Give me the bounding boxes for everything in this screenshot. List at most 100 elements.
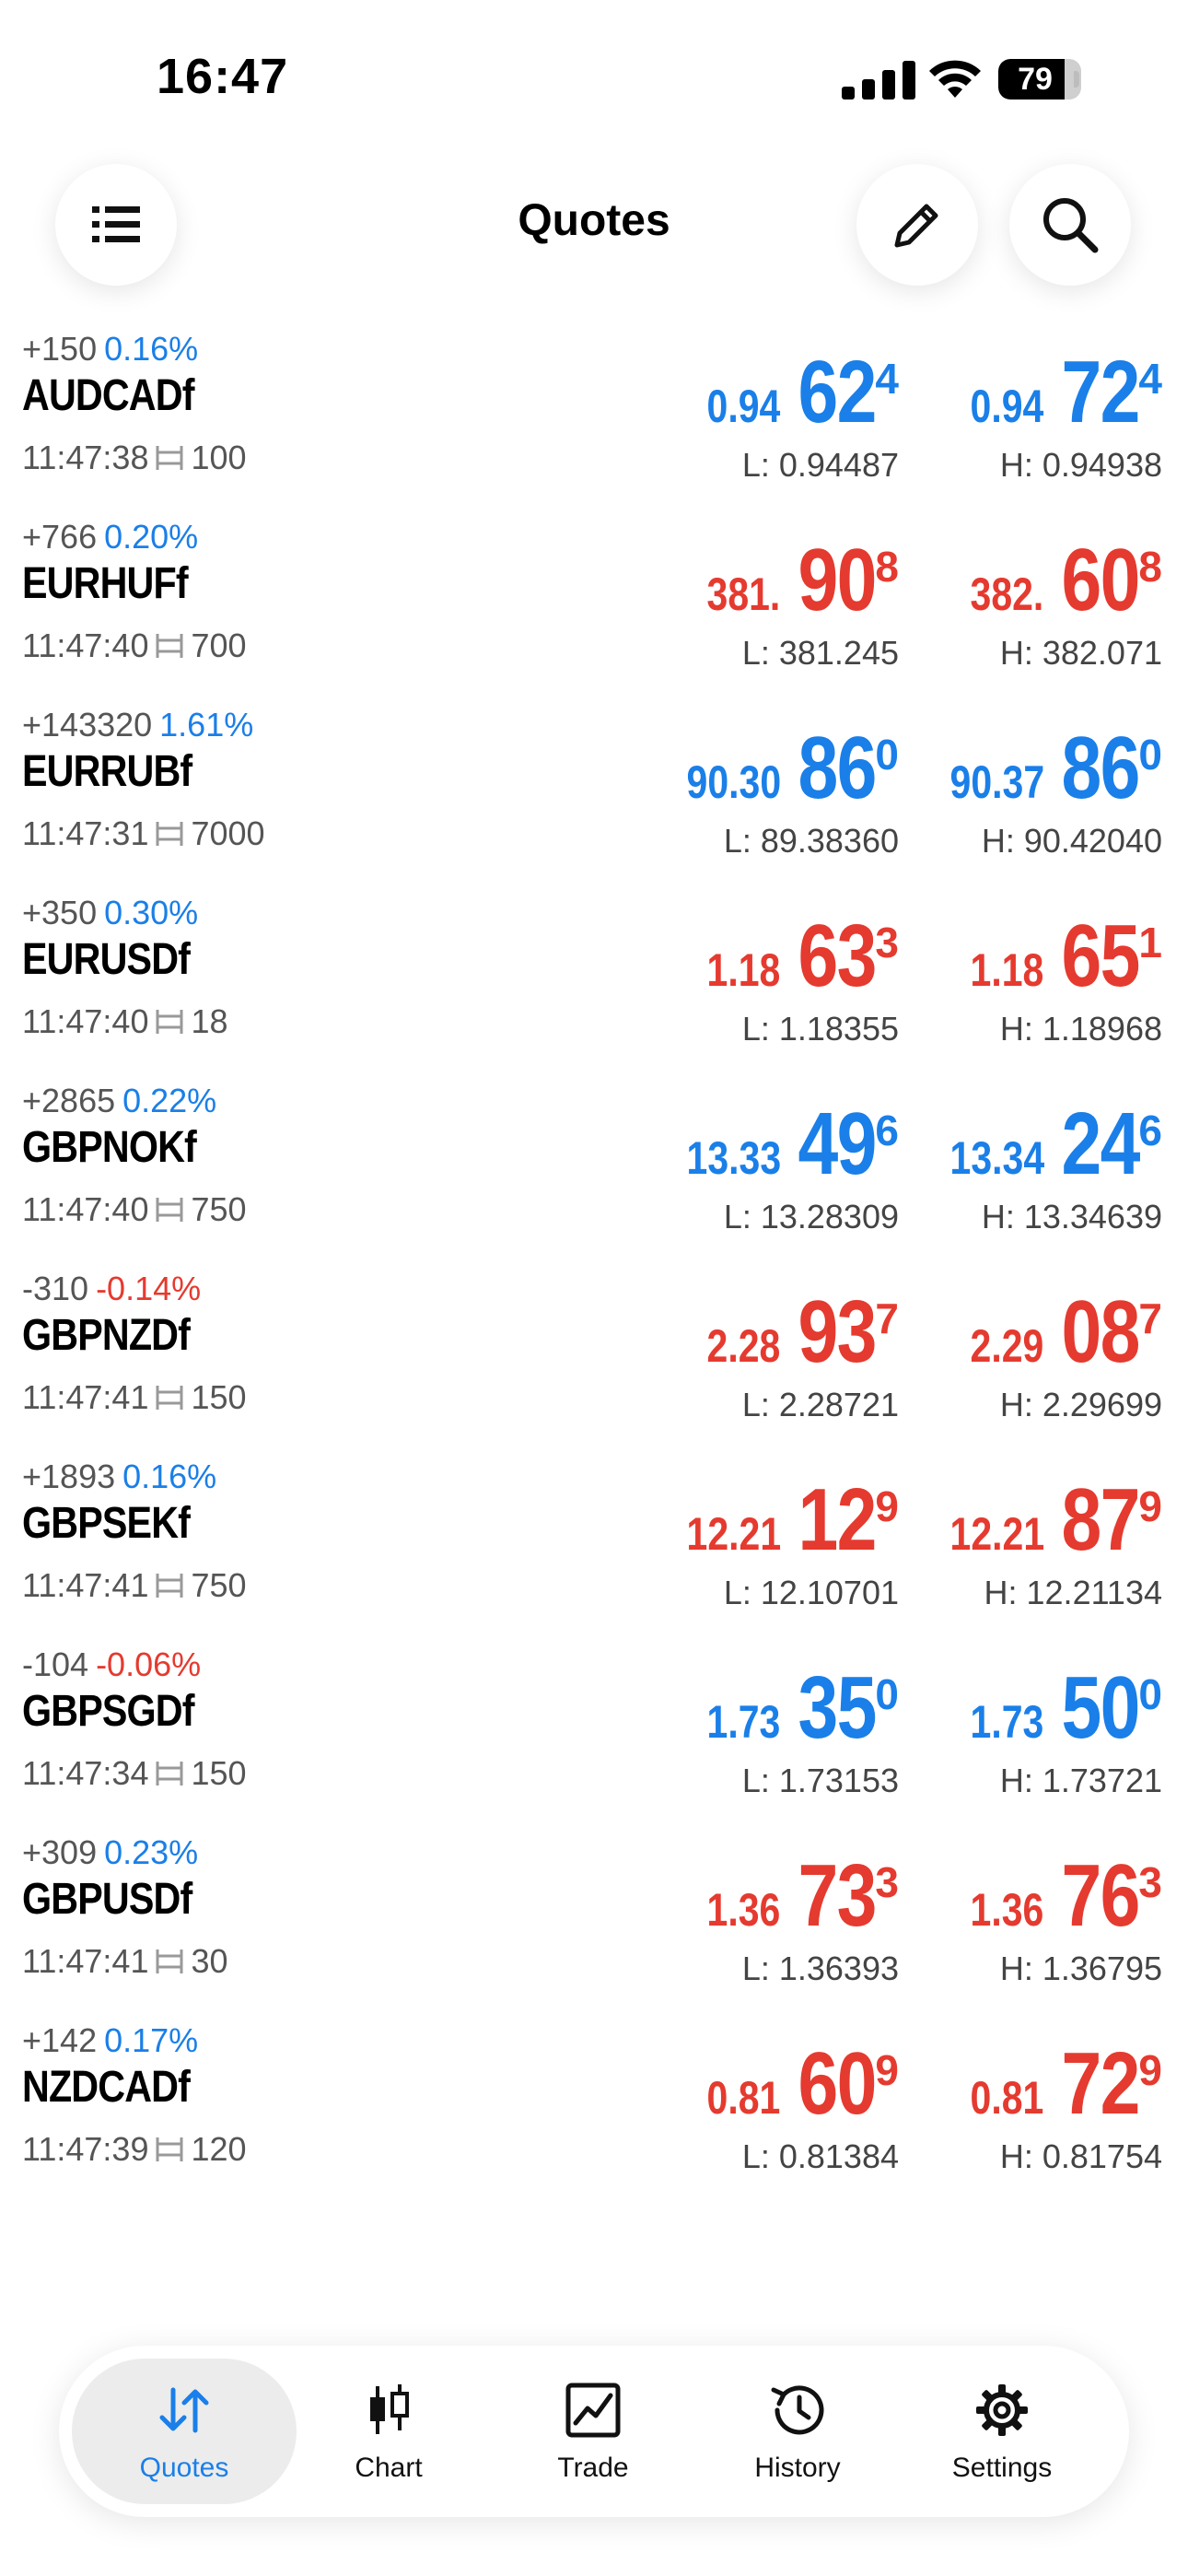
ask-prefix: 12.21 xyxy=(949,1508,1044,1560)
low-value: L: 13.28309 xyxy=(723,1198,899,1235)
quote-row[interactable]: +1893 0.16% GBPSEKf 11:47:41 750 12.21 12 9… xyxy=(0,1452,1188,1640)
ask-price[interactable]: 1.73 50 0 xyxy=(954,1664,1162,1752)
low-value: L: 0.94487 xyxy=(741,446,899,484)
low-value: L: 1.18355 xyxy=(741,1010,899,1048)
change-line: +1893 0.16% xyxy=(22,1458,216,1496)
symbol-name: AUDCADf xyxy=(22,371,194,420)
battery-nub xyxy=(1074,71,1079,88)
low-value: L: 1.36393 xyxy=(741,1950,899,1987)
ask-price[interactable]: 90.37 86 0 xyxy=(929,719,1162,817)
ask-price[interactable]: 0.94 72 4 xyxy=(954,348,1162,437)
bid-pips: 35 xyxy=(798,1658,877,1757)
quote-row[interactable]: +309 0.23% GBPUSDf 11:47:41 30 1.36 73 3 1.… xyxy=(0,1828,1188,2016)
bid-pips: 60 xyxy=(798,2034,877,2133)
high-value: H: 1.36795 xyxy=(999,1950,1162,1987)
quote-row[interactable]: -310 -0.14% GBPNZDf 11:47:41 150 2.28 93 7 … xyxy=(0,1264,1188,1452)
ask-prefix: 382. xyxy=(970,568,1044,620)
bid-pips: 93 xyxy=(798,1282,877,1381)
ask-price[interactable]: 2.29 08 7 xyxy=(954,1288,1162,1376)
quote-time: 11:47:41 xyxy=(22,1942,149,1980)
spread-icon xyxy=(156,446,183,470)
tab-label: History xyxy=(754,2453,841,2483)
ask-price[interactable]: 0.81 72 9 xyxy=(954,2040,1162,2128)
ask-price[interactable]: 1.18 65 1 xyxy=(954,912,1162,1001)
ask-price[interactable]: 12.21 87 9 xyxy=(929,1476,1162,1564)
quote-row[interactable]: -104 -0.06% GBPSGDf 11:47:34 150 1.73 35 0 … xyxy=(0,1640,1188,1828)
candlestick-chart-icon xyxy=(370,2384,409,2434)
tab-settings[interactable]: Settings xyxy=(890,2359,1114,2504)
trade-chart-icon xyxy=(565,2383,621,2438)
quote-row[interactable]: +150 0.16% AUDCADf 11:47:38 100 0.94 62 4 0… xyxy=(0,324,1188,512)
quote-time: 11:47:41 xyxy=(22,1566,149,1604)
bid-fraction: 0 xyxy=(875,731,899,779)
bid-price[interactable]: 90.30 86 0 xyxy=(666,724,899,813)
high-value: H: 0.81754 xyxy=(999,2137,1162,2175)
change-percent: 0.23% xyxy=(104,1833,199,1871)
bid-price[interactable]: 0.81 60 9 xyxy=(691,2040,899,2128)
quote-time: 11:47:40 xyxy=(22,1190,149,1228)
bid-price[interactable]: 2.28 93 7 xyxy=(691,1288,899,1376)
edit-button[interactable] xyxy=(856,164,978,286)
quote-meta: 11:47:34 150 xyxy=(22,1754,247,1793)
menu-button[interactable] xyxy=(55,164,177,286)
ask-prefix: 2.29 xyxy=(970,1320,1044,1372)
bid-price[interactable]: 1.18 63 3 xyxy=(691,912,899,1001)
low-value: L: 2.28721 xyxy=(741,1386,899,1423)
ask-prefix: 90.37 xyxy=(949,756,1044,808)
quote-time: 11:47:38 xyxy=(22,439,149,476)
ask-pips: 24 xyxy=(1061,1095,1140,1193)
bid-prefix: 1.73 xyxy=(706,1696,781,1748)
change-percent: -0.06% xyxy=(96,1645,202,1683)
change-points: +143320 xyxy=(22,706,153,744)
quotes-list: +150 0.16% AUDCADf 11:47:38 100 0.94 62 4 0… xyxy=(0,324,1188,2204)
bid-price[interactable]: 1.36 73 3 xyxy=(691,1852,899,1940)
history-clock-icon xyxy=(771,2385,824,2435)
change-points: -310 xyxy=(22,1270,89,1307)
tab-trade[interactable]: Trade xyxy=(481,2359,705,2504)
symbol-name: EURHUFf xyxy=(22,559,189,608)
low-value: L: 0.81384 xyxy=(741,2137,899,2175)
bid-price[interactable]: 0.94 62 4 xyxy=(691,348,899,437)
ask-price[interactable]: 382. 60 8 xyxy=(954,536,1162,625)
tab-history[interactable]: History xyxy=(685,2359,910,2504)
bid-pips: 73 xyxy=(798,1846,877,1945)
bid-price[interactable]: 1.73 35 0 xyxy=(691,1664,899,1752)
tab-chart[interactable]: Chart xyxy=(276,2359,501,2504)
ask-pips: 86 xyxy=(1061,719,1140,817)
search-button[interactable] xyxy=(1009,164,1131,286)
symbol-name: NZDCADf xyxy=(22,2063,191,2112)
spread-value: 120 xyxy=(191,2130,247,2168)
low-value: L: 1.73153 xyxy=(741,1762,899,1799)
quote-meta: 11:47:40 18 xyxy=(22,1002,228,1041)
ask-fraction: 4 xyxy=(1138,355,1162,403)
tab-label: Chart xyxy=(355,2453,423,2483)
high-value: H: 0.94938 xyxy=(999,446,1162,484)
tab-bar: Quotes Chart Trade History xyxy=(59,2346,1129,2517)
bid-prefix: 0.94 xyxy=(706,381,781,432)
tab-quotes[interactable]: Quotes xyxy=(72,2359,297,2504)
high-value: H: 1.73721 xyxy=(999,1762,1162,1799)
high-value: H: 1.18968 xyxy=(999,1010,1162,1048)
ask-fraction: 7 xyxy=(1138,1294,1162,1342)
bid-price[interactable]: 12.21 12 9 xyxy=(666,1476,899,1564)
tab-label: Quotes xyxy=(139,2453,229,2483)
bid-pips: 49 xyxy=(798,1095,877,1193)
spread-value: 750 xyxy=(191,1190,247,1228)
high-value: H: 13.34639 xyxy=(981,1198,1162,1235)
ask-pips: 08 xyxy=(1061,1282,1140,1381)
quote-row[interactable]: +2865 0.22% GBPNOKf 11:47:40 750 13.33 49 6… xyxy=(0,1076,1188,1264)
bid-prefix: 90.30 xyxy=(686,756,781,808)
ask-price[interactable]: 1.36 76 3 xyxy=(954,1852,1162,1940)
change-line: +2865 0.22% xyxy=(22,1082,216,1120)
quote-row[interactable]: +766 0.20% EURHUFf 11:47:40 700 381. 90 8 3… xyxy=(0,512,1188,700)
ask-pips: 50 xyxy=(1061,1658,1140,1757)
quote-row[interactable]: +142 0.17% NZDCADf 11:47:39 120 0.81 60 9 0… xyxy=(0,2016,1188,2204)
quote-row[interactable]: +350 0.30% EURUSDf 11:47:40 18 1.18 63 3 1.… xyxy=(0,888,1188,1076)
spread-value: 150 xyxy=(191,1378,247,1416)
ask-price[interactable]: 13.34 24 6 xyxy=(929,1095,1162,1193)
ask-prefix: 0.94 xyxy=(970,381,1044,432)
bid-price[interactable]: 381. 90 8 xyxy=(691,536,899,625)
quote-row[interactable]: +143320 1.61% EURRUBf 11:47:31 7000 90.30… xyxy=(0,700,1188,888)
bid-price[interactable]: 13.33 49 6 xyxy=(666,1095,899,1193)
bid-fraction: 7 xyxy=(875,1294,899,1342)
